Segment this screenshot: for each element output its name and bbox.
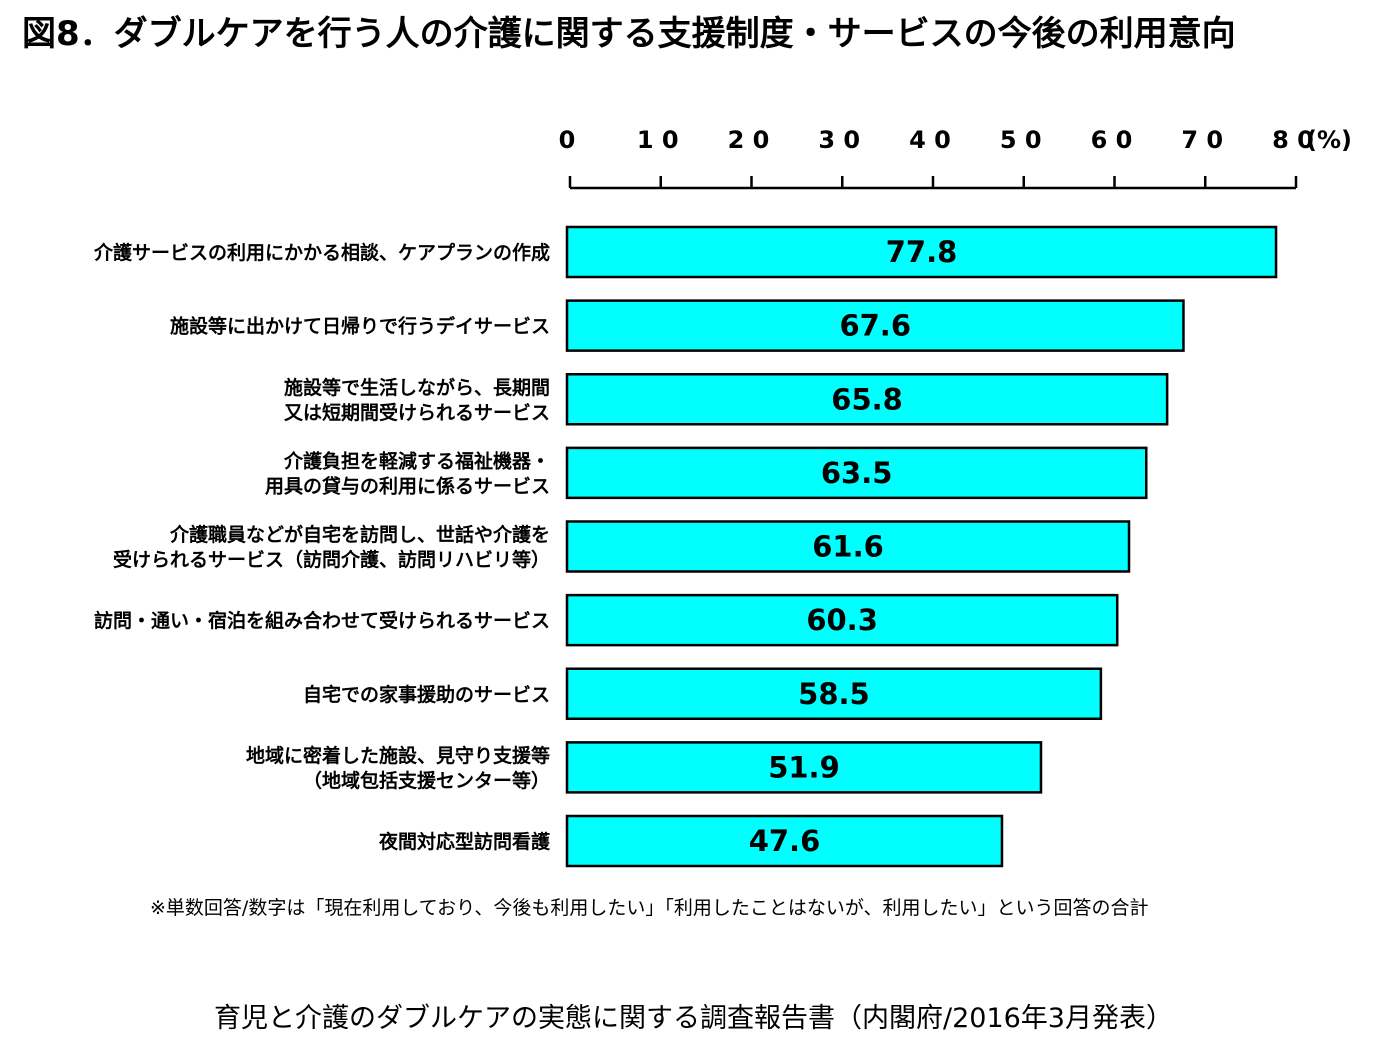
x-tick-label: 5 0 (1000, 126, 1042, 154)
bar (565, 593, 1119, 647)
category-label: 夜間対応型訪問看護 (378, 830, 551, 853)
bar-value-label: 77.8 (886, 235, 958, 269)
x-tick-label: 4 0 (909, 126, 951, 154)
x-tick-label: 6 0 (1091, 126, 1133, 154)
bars: 77.8 67.6 65.8 63.5 61.6 60.3 58.5 51.9 47.6 (565, 225, 1278, 868)
footnote: ※単数回答/数字は「現在利用しており、今後も利用したい」「利用したことはないが、… (150, 897, 1149, 919)
bar-value-label: 60.3 (806, 603, 878, 637)
bar-value-label: 61.6 (812, 530, 884, 564)
x-tick-label: 7 0 (1181, 126, 1223, 154)
category-label: 介護負担を軽減する福祉機器・用具の貸与の利用に係るサービス (265, 449, 550, 497)
x-axis-unit: (%) (1306, 126, 1352, 154)
x-axis: 0 1 0 2 0 3 0 4 0 5 0 6 0 7 0 8 0(%) (559, 126, 1352, 190)
category-label: 施設等に出かけて日帰りで行うデイサービス (170, 315, 550, 338)
bar (565, 446, 1148, 500)
x-tick-label: 2 0 (728, 126, 770, 154)
bar-value-label: 63.5 (821, 456, 893, 490)
bar (565, 814, 1004, 868)
bar (565, 520, 1131, 573)
source-citation: 育児と介護のダブルケアの実態に関する調査報告書（内閣府/2016年3月発表） (214, 1003, 1173, 1034)
category-label: 自宅での家事援助のサービス (303, 683, 550, 706)
category-label: 介護職員などが自宅を訪問し、世話や介護を受けられるサービス（訪問介護、訪問リハビ… (113, 523, 550, 571)
bar (565, 741, 1043, 794)
bar-value-label: 67.6 (839, 309, 911, 343)
category-label: 訪問・通い・宿泊を組み合わせて受けられるサービス (94, 609, 550, 632)
category-label: 地域に密着した施設、見守り支援等（地域包括支援センター等） (246, 744, 550, 792)
x-tick-label: 0 (559, 126, 576, 154)
x-tick-label: 1 0 (637, 126, 679, 154)
bar-value-label: 51.9 (768, 750, 840, 784)
bar-value-label: 65.8 (831, 382, 903, 416)
category-label: 介護サービスの利用にかかる相談、ケアプランの作成 (93, 241, 550, 264)
bar (565, 299, 1185, 352)
category-labels: 介護サービスの利用にかかる相談、ケアプランの作成施設等に出かけて日帰りで行うデイ… (93, 241, 551, 853)
chart-title: 図8．ダブルケアを行う人の介護に関する支援制度・サービスの今後の利用意向 (22, 14, 1236, 54)
x-tick-label: 3 0 (818, 126, 860, 154)
category-label: 施設等で生活しながら、長期間又は短期間受けられるサービス (284, 376, 550, 424)
bar-value-label: 47.6 (749, 824, 821, 858)
bar-value-label: 58.5 (798, 677, 870, 711)
bar (565, 373, 1169, 426)
bar (565, 667, 1103, 720)
x-tick-label: 8 0 (1272, 126, 1314, 154)
bar (565, 225, 1278, 279)
